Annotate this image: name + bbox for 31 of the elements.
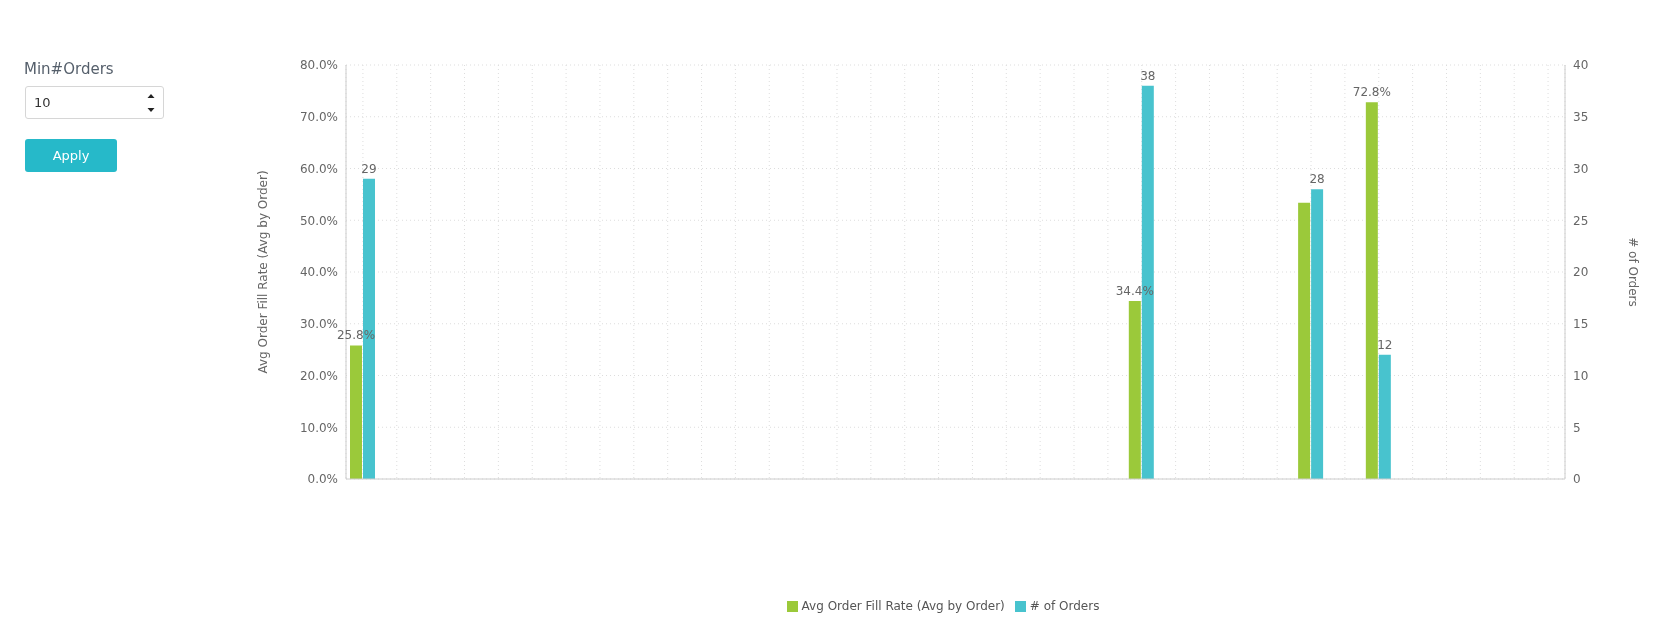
- y-tick-label: 70.0%: [299, 110, 338, 125]
- y-tick-label: 20.0%: [299, 368, 338, 383]
- bar: [1365, 102, 1378, 479]
- data-label: 72.8%: [1352, 85, 1391, 100]
- y2-tick-label: 25: [1573, 213, 1589, 228]
- y2-tick-label: 20: [1573, 265, 1589, 280]
- y-tick-label: 10.0%: [299, 420, 338, 435]
- legend-label: # of Orders: [1029, 599, 1100, 613]
- y2-tick-label: 15: [1573, 317, 1589, 332]
- y-tick-label: 40.0%: [299, 265, 338, 280]
- y2-tick-label: 30: [1573, 161, 1589, 176]
- button: Apply: [25, 139, 117, 172]
- data-label: 12: [1377, 337, 1393, 352]
- y-axis-title: Avg Order Fill Rate (Avg by Order): [256, 170, 271, 374]
- data-label: 29: [361, 161, 377, 176]
- y-tick-label: 80.0%: [299, 58, 338, 73]
- y-tick-label: 0.0%: [307, 472, 338, 487]
- legend-label: Avg Order Fill Rate (Avg by Order): [801, 599, 1005, 613]
- y-tick-label: 60.0%: [299, 161, 338, 176]
- y2-tick-label: 40: [1573, 58, 1589, 73]
- data-label: 28: [1309, 172, 1325, 187]
- data-label: 38: [1140, 68, 1156, 83]
- y2-tick-label: 10: [1573, 368, 1589, 383]
- y2-tick-label: 5: [1573, 420, 1581, 435]
- y2-tick-label: 35: [1573, 110, 1589, 125]
- y2-tick-label: 0: [1573, 472, 1581, 487]
- y-tick-label: 30.0%: [299, 317, 338, 332]
- y2-axis-title: # of Orders: [1625, 237, 1640, 307]
- text: Min#Orders: [24, 60, 115, 78]
- number-field: 10: [25, 86, 164, 119]
- y-tick-label: 50.0%: [299, 213, 338, 228]
